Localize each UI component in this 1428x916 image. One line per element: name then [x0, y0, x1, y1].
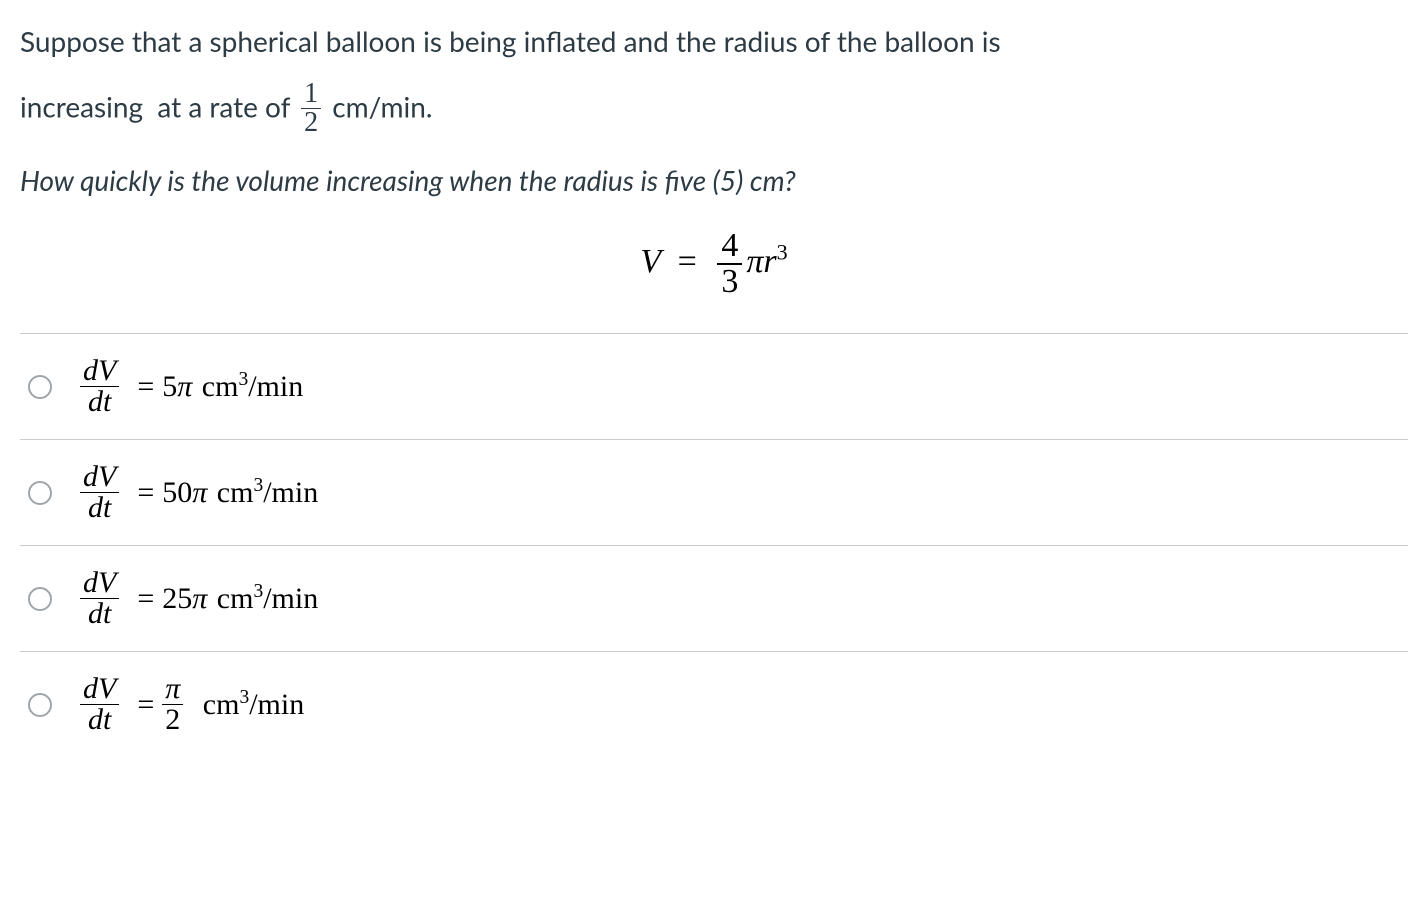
dv-label: dV	[80, 674, 119, 705]
formula-fraction: 4 3	[717, 229, 742, 299]
coef: 50	[162, 476, 192, 510]
formula-frac-num: 4	[717, 229, 742, 265]
unit: cm3/min	[209, 476, 318, 510]
option-math: dV dt = 50π cm3/min	[80, 462, 318, 523]
unit-cm: cm	[217, 582, 254, 615]
unit-exp: 3	[253, 581, 263, 602]
unit: cm3/min	[195, 688, 304, 722]
dv-dt-fraction: dV dt	[80, 356, 119, 417]
option-math: dV dt = π 2 cm3/min	[80, 674, 304, 735]
option-math: dV dt = 5π cm3/min	[80, 356, 303, 417]
unit-cm: cm	[203, 688, 240, 721]
rate-fraction-den: 2	[301, 109, 321, 137]
pi: π	[192, 582, 207, 616]
unit-cm: cm	[202, 370, 239, 403]
unit-per: /min	[248, 370, 303, 403]
unit-cm: cm	[217, 476, 254, 509]
option-row[interactable]: dV dt = 5π cm3/min	[20, 333, 1408, 439]
dt-label: dt	[80, 599, 119, 629]
unit: cm3/min	[194, 370, 303, 404]
volume-formula: V = 4 3 πr3	[20, 229, 1408, 299]
dt-label: dt	[80, 493, 119, 523]
formula-frac-den: 3	[717, 265, 742, 299]
prompt-line-2-post: cm/min.	[325, 90, 432, 124]
option-math: dV dt = 25π cm3/min	[80, 568, 318, 629]
dv-dt-fraction: dV dt	[80, 568, 119, 629]
dv-label: dV	[80, 462, 119, 493]
dt-label: dt	[80, 705, 119, 735]
rate-fraction-num: 1	[301, 80, 321, 109]
rhs-fraction: π 2	[162, 674, 183, 735]
coef: 5	[162, 370, 177, 404]
option-row[interactable]: dV dt = 25π cm3/min	[20, 545, 1408, 651]
unit-exp: 3	[238, 369, 248, 390]
answer-options: dV dt = 5π cm3/min dV dt = 50π cm3/min	[20, 333, 1408, 757]
eq-sign: =	[137, 582, 154, 616]
dv-dt-fraction: dV dt	[80, 674, 119, 735]
formula-lhs: V	[640, 243, 661, 280]
dv-dt-fraction: dV dt	[80, 462, 119, 523]
question-container: Suppose that a spherical balloon is bein…	[0, 0, 1428, 777]
question-prompt: Suppose that a spherical balloon is bein…	[20, 20, 1408, 299]
unit-per: /min	[249, 688, 304, 721]
dv-label: dV	[80, 356, 119, 387]
pi: π	[192, 476, 207, 510]
option-row[interactable]: dV dt = 50π cm3/min	[20, 439, 1408, 545]
prompt-line-2: increasing at a rate of 12 cm/min.	[20, 82, 1408, 139]
prompt-line-2-pre: increasing at a rate of	[20, 90, 297, 124]
dv-label: dV	[80, 568, 119, 599]
formula-eq: =	[678, 243, 697, 280]
formula-r: r	[763, 243, 776, 280]
eq-sign: =	[137, 370, 154, 404]
coef: 25	[162, 582, 192, 616]
eq-sign: =	[137, 476, 154, 510]
rhs-frac-num: π	[162, 674, 183, 705]
rhs-frac-den: 2	[162, 705, 183, 735]
unit-per: /min	[263, 582, 318, 615]
unit-exp: 3	[253, 475, 263, 496]
unit: cm3/min	[209, 582, 318, 616]
formula-exp: 3	[777, 239, 788, 264]
prompt-line-1: Suppose that a spherical balloon is bein…	[20, 20, 1408, 62]
eq-sign: =	[137, 688, 154, 722]
unit-exp: 3	[239, 687, 249, 708]
formula-pi: π	[746, 243, 763, 280]
prompt-italic-question: How quickly is the volume increasing whe…	[20, 159, 1408, 201]
unit-per: /min	[263, 476, 318, 509]
pi: π	[177, 370, 192, 404]
dt-label: dt	[80, 387, 119, 417]
radio-icon[interactable]	[28, 375, 52, 399]
rate-fraction: 12	[301, 80, 321, 137]
radio-icon[interactable]	[28, 693, 52, 717]
option-row[interactable]: dV dt = π 2 cm3/min	[20, 651, 1408, 757]
radio-icon[interactable]	[28, 587, 52, 611]
radio-icon[interactable]	[28, 481, 52, 505]
